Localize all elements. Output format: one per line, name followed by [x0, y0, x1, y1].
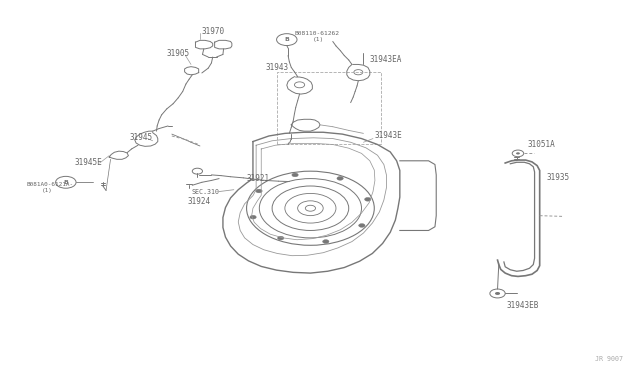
Circle shape — [323, 240, 329, 243]
Circle shape — [292, 173, 298, 177]
Circle shape — [365, 198, 371, 201]
Text: 31943EB: 31943EB — [506, 301, 539, 310]
Text: 31945: 31945 — [130, 132, 153, 142]
Text: 31943EA: 31943EA — [370, 55, 402, 64]
Text: (1): (1) — [42, 188, 53, 193]
Circle shape — [495, 292, 500, 295]
Text: B: B — [63, 180, 68, 185]
Text: 31970: 31970 — [202, 26, 225, 36]
Circle shape — [250, 215, 256, 219]
Text: B: B — [284, 37, 289, 42]
Text: 31905: 31905 — [167, 49, 190, 58]
Text: 31945E: 31945E — [74, 158, 102, 167]
Text: 31943: 31943 — [266, 63, 289, 72]
Text: SEC.310: SEC.310 — [191, 189, 219, 195]
Circle shape — [358, 224, 365, 227]
Text: 31051A: 31051A — [527, 140, 556, 149]
Circle shape — [278, 236, 284, 240]
Circle shape — [337, 177, 343, 180]
Text: B08110-61262: B08110-61262 — [294, 31, 339, 36]
Text: B081A0-6121A-: B081A0-6121A- — [26, 182, 74, 187]
Bar — [277, 72, 381, 144]
Text: (1): (1) — [312, 37, 324, 42]
Text: 31935: 31935 — [547, 173, 570, 182]
Text: 31921: 31921 — [246, 174, 269, 183]
Text: JR 9007: JR 9007 — [595, 356, 623, 362]
Text: 31924: 31924 — [187, 197, 211, 206]
Text: 31943E: 31943E — [374, 131, 402, 141]
Circle shape — [256, 189, 262, 193]
Circle shape — [516, 152, 520, 154]
